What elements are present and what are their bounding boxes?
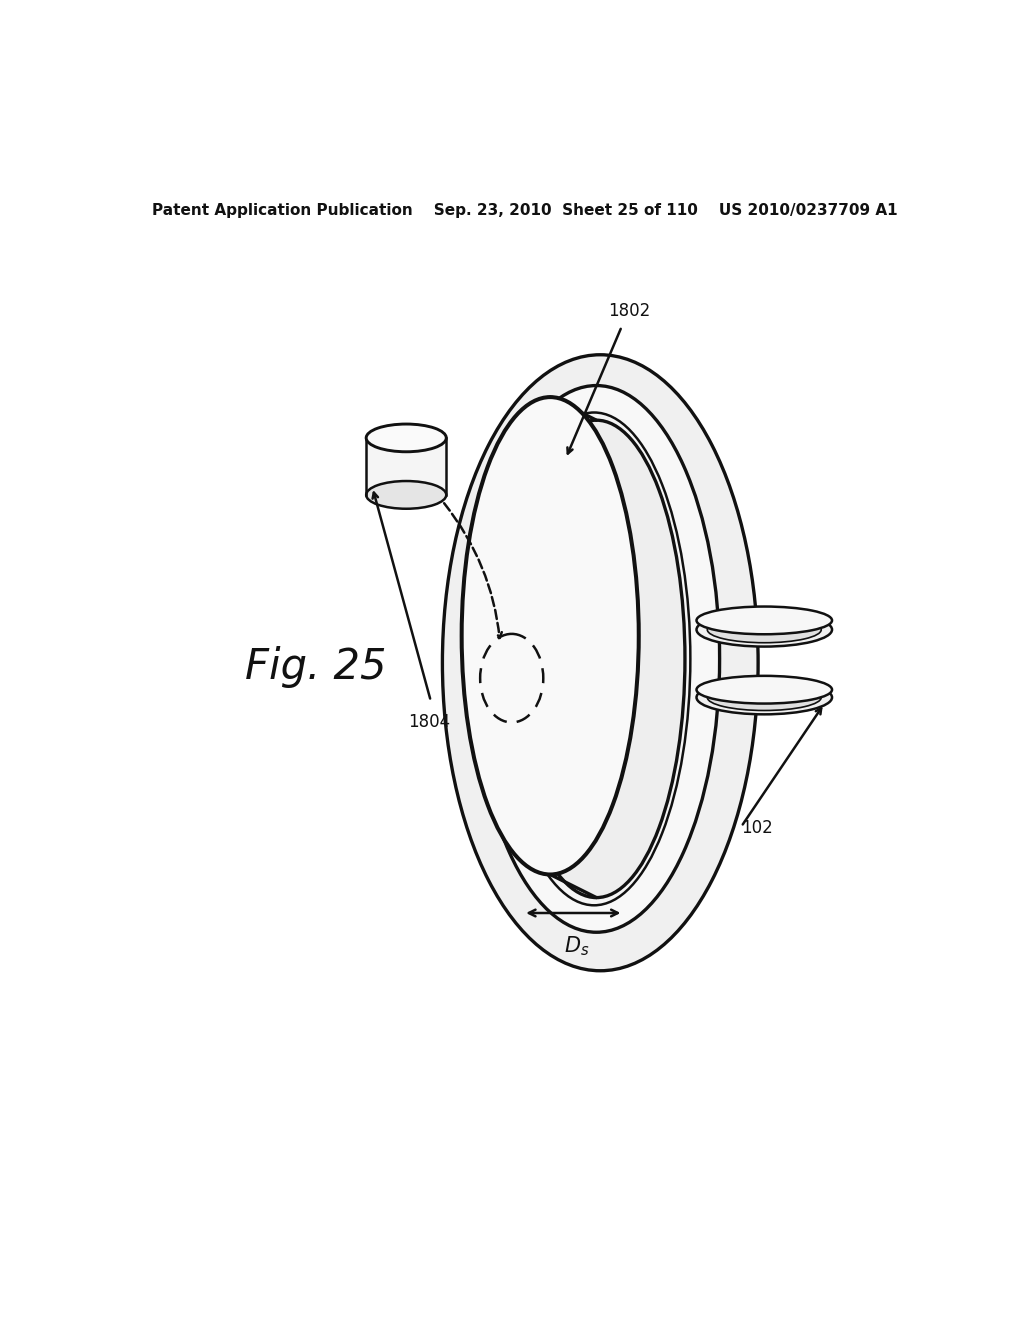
Ellipse shape <box>473 385 720 932</box>
Ellipse shape <box>708 684 821 710</box>
Ellipse shape <box>367 480 446 508</box>
Ellipse shape <box>696 612 833 647</box>
Ellipse shape <box>442 355 758 970</box>
Text: 1804: 1804 <box>409 713 451 731</box>
Polygon shape <box>367 438 446 495</box>
Text: $D_s$: $D_s$ <box>564 935 590 958</box>
Ellipse shape <box>696 676 833 704</box>
Text: Patent Application Publication    Sep. 23, 2010  Sheet 25 of 110    US 2010/0237: Patent Application Publication Sep. 23, … <box>152 203 898 218</box>
Text: 102: 102 <box>741 820 773 837</box>
Ellipse shape <box>367 424 446 451</box>
Text: Fig. 25: Fig. 25 <box>245 645 386 688</box>
Ellipse shape <box>462 397 639 874</box>
Ellipse shape <box>696 681 833 714</box>
Ellipse shape <box>696 607 833 635</box>
Text: 1802: 1802 <box>608 302 650 319</box>
Ellipse shape <box>708 616 821 643</box>
Ellipse shape <box>498 413 690 906</box>
Ellipse shape <box>508 420 685 898</box>
